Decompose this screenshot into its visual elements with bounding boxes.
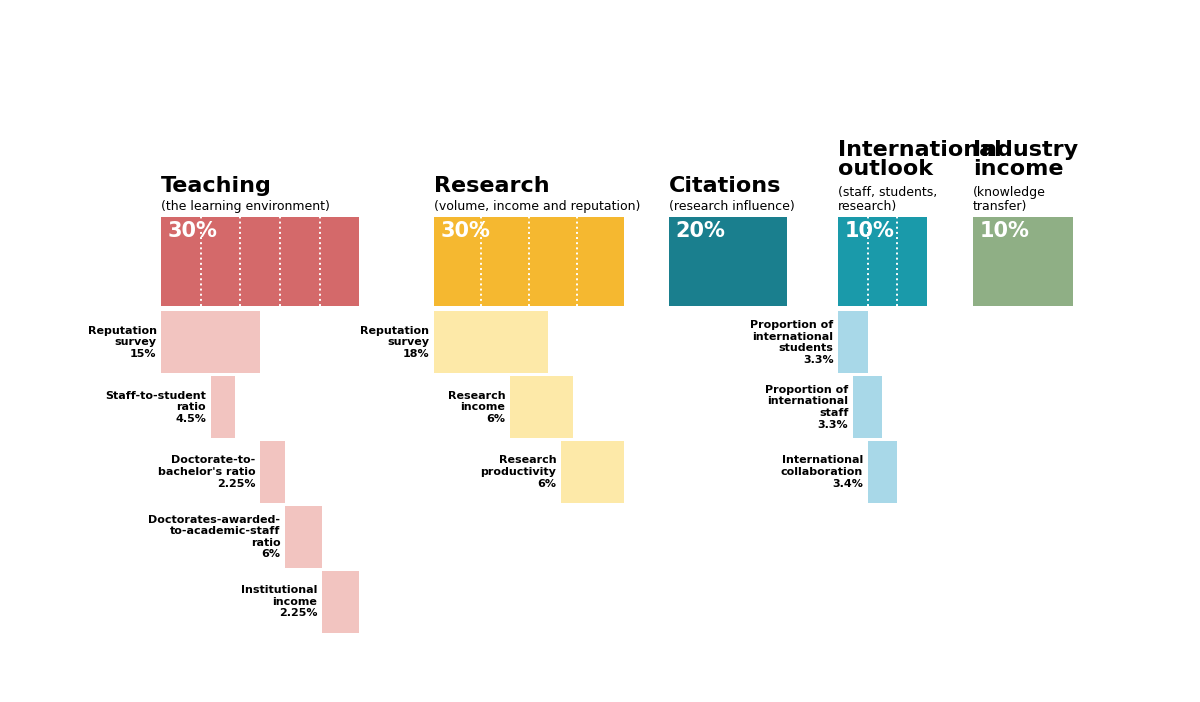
Text: Industry
income: Industry income	[973, 140, 1078, 180]
Text: Research
income
6%: Research income 6%	[448, 390, 505, 424]
Text: (the learning environment): (the learning environment)	[161, 201, 330, 213]
Bar	[853, 376, 882, 438]
Text: (knowledge
transfer): (knowledge transfer)	[973, 187, 1046, 213]
Bar	[839, 217, 926, 306]
Text: Staff-to-student
ratio
4.5%: Staff-to-student ratio 4.5%	[106, 390, 206, 424]
Text: Reputation
survey
18%: Reputation survey 18%	[360, 326, 430, 359]
Bar	[839, 311, 868, 373]
Text: Research
productivity
6%: Research productivity 6%	[480, 456, 556, 489]
Text: Doctorates-awarded-
to-academic-staff
ratio
6%: Doctorates-awarded- to-academic-staff ra…	[149, 515, 281, 559]
Text: (staff, students,
research): (staff, students, research)	[839, 187, 937, 213]
Text: Doctorate-to-
bachelor's ratio
2.25%: Doctorate-to- bachelor's ratio 2.25%	[158, 456, 256, 489]
Text: 10%: 10%	[979, 221, 1030, 241]
Text: Institutional
income
2.25%: Institutional income 2.25%	[241, 585, 318, 618]
Text: 30%: 30%	[168, 221, 217, 241]
Text: Reputation
survey
15%: Reputation survey 15%	[88, 326, 156, 359]
Text: Teaching: Teaching	[161, 176, 272, 196]
Bar	[668, 217, 787, 306]
Text: Proportion of
international
staff
3.3%: Proportion of international staff 3.3%	[766, 385, 848, 430]
Bar	[510, 376, 574, 438]
Text: 10%: 10%	[845, 221, 894, 241]
Bar	[161, 217, 359, 306]
Bar	[868, 441, 898, 503]
Bar	[433, 217, 624, 306]
Text: 20%: 20%	[676, 221, 725, 241]
Bar	[161, 311, 260, 373]
Text: Proportion of
international
students
3.3%: Proportion of international students 3.3…	[750, 320, 834, 365]
Text: International
outlook: International outlook	[839, 140, 1002, 180]
Bar	[433, 311, 548, 373]
Bar	[973, 217, 1073, 306]
Text: Research: Research	[433, 176, 550, 196]
Bar	[560, 441, 624, 503]
Text: Citations: Citations	[668, 176, 781, 196]
Bar	[260, 441, 284, 503]
Bar	[211, 376, 235, 438]
Bar	[284, 506, 322, 568]
Text: (research influence): (research influence)	[668, 201, 794, 213]
Text: 30%: 30%	[440, 221, 490, 241]
Text: (volume, income and reputation): (volume, income and reputation)	[433, 201, 640, 213]
Bar	[322, 571, 359, 633]
Text: International
collaboration
3.4%: International collaboration 3.4%	[781, 456, 863, 489]
